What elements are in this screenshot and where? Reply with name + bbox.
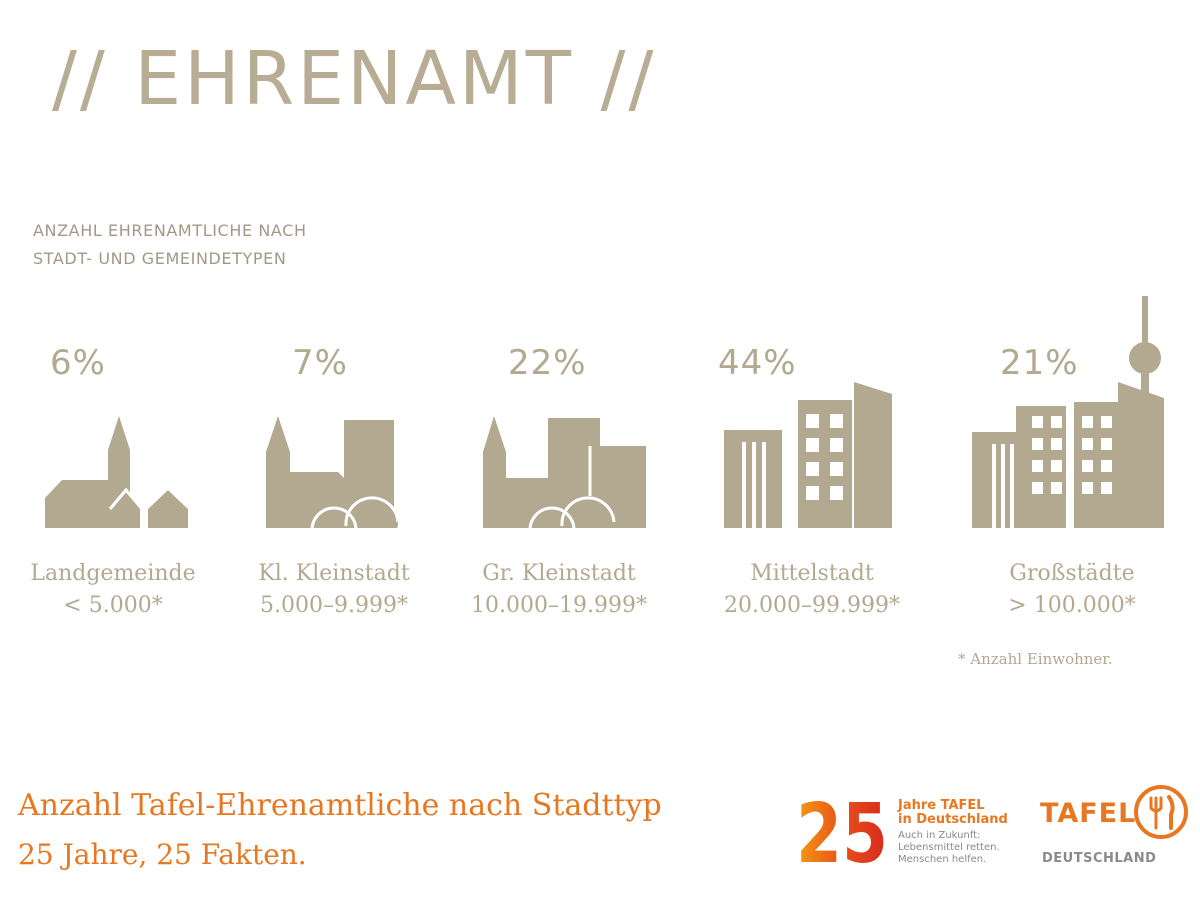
category-range: 10.000–19.999* — [471, 593, 647, 618]
percent-label-kl-kleinstadt: 7% — [292, 343, 348, 383]
chart-subtitle: ANZAHL EHRENAMTLICHE NACH STADT- UND GEM… — [33, 217, 307, 273]
category-name: Landgemeinde — [30, 561, 196, 586]
anniversary-line-2: in Deutschland — [898, 812, 1008, 827]
percent-label-landgemeinde: 6% — [50, 343, 106, 383]
brand-subtitle: DEUTSCHLAND — [1042, 851, 1157, 866]
category-landgemeinde: Landgemeinde < 5.000* — [0, 558, 233, 622]
village-icon — [45, 416, 192, 530]
category-grossstaedte: Großstädte > 100.000* — [952, 558, 1192, 622]
anniversary-number: 25 — [796, 796, 888, 868]
category-kl-kleinstadt: Kl. Kleinstadt 5.000–9.999* — [214, 558, 454, 622]
footer-title: Anzahl Tafel-Ehrenamtliche nach Stadttyp — [18, 788, 662, 823]
footnote: * Anzahl Einwohner. — [958, 650, 1113, 668]
percent-label-mittelstadt: 44% — [718, 343, 797, 383]
category-range: 5.000–9.999* — [260, 593, 408, 618]
brand-name: TAFEL — [1040, 798, 1137, 829]
category-gr-kleinstadt: Gr. Kleinstadt 10.000–19.999* — [439, 558, 679, 622]
anniversary-text: Jahre TAFEL in Deutschland Auch in Zukun… — [898, 799, 1008, 866]
big-city-icon — [970, 296, 1166, 532]
small-town-icon — [262, 416, 407, 532]
medium-city-icon — [724, 382, 892, 528]
category-name: Kl. Kleinstadt — [258, 561, 410, 586]
percent-label-grossstaedte: 21% — [1000, 343, 1079, 383]
category-range: < 5.000* — [63, 593, 163, 618]
subtitle-line-1: ANZAHL EHRENAMTLICHE NACH — [33, 221, 307, 240]
category-range: > 100.000* — [1008, 593, 1136, 618]
category-name: Großstädte — [1009, 561, 1135, 586]
category-name: Mittelstadt — [750, 561, 874, 586]
category-name: Gr. Kleinstadt — [482, 561, 636, 586]
anniversary-line-1: Jahre TAFEL — [898, 798, 985, 813]
page-title: // EHRENAMT // — [52, 36, 657, 122]
anniversary-25-logo: 25 — [796, 796, 888, 868]
anniversary-line-5: Menschen helfen. — [898, 854, 987, 865]
category-mittelstadt: Mittelstadt 20.000–99.999* — [692, 558, 932, 622]
footer-subtitle: 25 Jahre, 25 Fakten. — [18, 838, 307, 871]
plate-cutlery-icon — [1134, 785, 1188, 839]
percent-label-gr-kleinstadt: 22% — [508, 343, 587, 383]
category-range: 20.000–99.999* — [724, 593, 900, 618]
anniversary-line-3: Auch in Zukunft: — [898, 830, 981, 841]
large-town-icon — [480, 416, 650, 532]
anniversary-line-4: Lebensmittel retten. — [898, 842, 1000, 853]
subtitle-line-2: STADT- UND GEMEINDETYPEN — [33, 249, 287, 268]
